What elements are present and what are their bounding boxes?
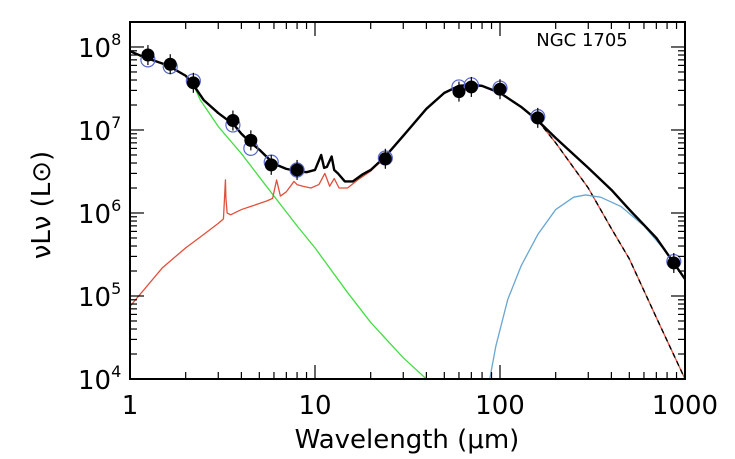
photometry-point: [452, 85, 466, 99]
photometry-point: [186, 76, 200, 90]
x-axis-title: Wavelength (μm): [295, 425, 520, 455]
photometry-point: [264, 158, 278, 172]
y-tick-label: 104: [78, 362, 121, 396]
photometry-point: [531, 111, 545, 125]
x-tick-label: 10: [298, 391, 331, 421]
plot-frame: [129, 21, 686, 380]
cold-dust-component-line: [489, 194, 685, 379]
ticks-layer: [129, 21, 685, 380]
dust-tail-dashed-line: [537, 120, 685, 379]
photometry-point: [163, 57, 177, 71]
dust-component-line: [130, 84, 685, 379]
photometry-point: [141, 48, 155, 62]
photometry-point: [667, 256, 681, 270]
galaxy-name-annotation: NGC 1705: [536, 30, 628, 51]
photometry-point: [493, 82, 507, 96]
x-tick-labels: 1 10 100 1000: [122, 391, 718, 421]
points-layer: [140, 45, 682, 273]
photometry-point: [226, 114, 240, 128]
stellar-component-line: [130, 50, 427, 379]
y-tick-label: 105: [78, 279, 121, 313]
y-tick-label: 108: [78, 30, 121, 64]
y-axis-title: νLν (L⊙): [27, 151, 57, 259]
photometry-point: [378, 152, 392, 166]
x-tick-label: 1000: [652, 391, 718, 421]
curves-layer: [130, 50, 685, 379]
x-tick-label: 1: [122, 391, 139, 421]
y-tick-label: 107: [78, 113, 121, 147]
photometry-point: [464, 80, 478, 94]
y-tick-label: 106: [78, 196, 121, 230]
photometry-point: [244, 133, 258, 147]
y-tick-labels: 104 105 106 107 108: [78, 30, 121, 396]
x-tick-label: 100: [475, 391, 525, 421]
total-model-line: [130, 50, 685, 280]
photometry-point: [290, 163, 304, 177]
